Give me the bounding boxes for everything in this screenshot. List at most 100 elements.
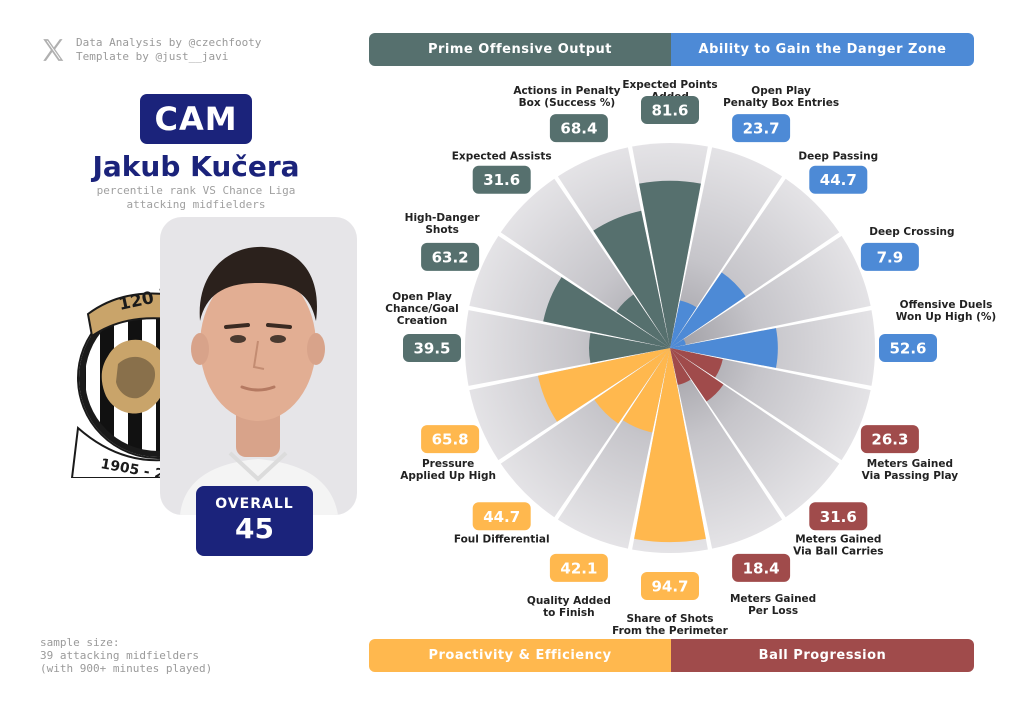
sample-line-1: sample size: xyxy=(40,636,120,649)
value-badge: 44.7 xyxy=(472,502,531,531)
value-badge-bg xyxy=(472,165,531,194)
value-badge-bg xyxy=(732,553,791,582)
overall-label: OVERALL xyxy=(215,496,294,512)
value-badge-bg xyxy=(809,502,868,531)
metric-label: Actions in Penalty Box (Success %) xyxy=(513,85,620,109)
metric-label: Open Play Penalty Box Entries xyxy=(723,85,839,109)
metric-label-line: Meters Gained xyxy=(795,533,881,545)
radar-bar xyxy=(634,348,706,543)
value-text: 31.6 xyxy=(820,508,857,526)
metric-label-line: Chance/Goal xyxy=(385,303,458,315)
value-text: 63.2 xyxy=(432,248,469,266)
metric-label-line: Box (Success %) xyxy=(519,97,616,109)
radar-bar xyxy=(639,180,701,348)
value-badge-bg xyxy=(860,425,919,454)
metric-label: Meters Gained Per Loss xyxy=(730,593,816,617)
radar-bar xyxy=(594,348,670,424)
overall-score-box: OVERALL 45 xyxy=(196,486,313,556)
value-badge-bg xyxy=(421,242,480,271)
value-text: 42.1 xyxy=(560,559,597,577)
metric-label: Meters Gained Via Ball Carries xyxy=(793,533,883,557)
value-badge: 31.6 xyxy=(809,502,868,531)
metric-label-line: Expected Points xyxy=(622,79,717,91)
credit-lines: Data Analysis by @czechfooty Template by… xyxy=(76,36,261,64)
value-text: 39.5 xyxy=(413,340,450,358)
radar-bar xyxy=(622,348,670,433)
radar-bar xyxy=(543,277,670,348)
value-badge: 52.6 xyxy=(879,334,937,362)
metric-label-line: From the Perimeter xyxy=(612,625,729,637)
metric-label-line: Foul Differential xyxy=(454,533,550,545)
x-logo-icon xyxy=(43,39,64,61)
value-text: 81.6 xyxy=(651,102,688,120)
sample-line-3: (with 900+ minutes played) xyxy=(40,662,213,675)
value-badge-bg xyxy=(879,334,937,362)
metric-label: Deep Crossing xyxy=(869,226,954,238)
credit-template: Template by @just__javi xyxy=(76,50,229,63)
group-banner-ball-progression: Ball Progression xyxy=(671,639,974,672)
group-banner-proactivity: Proactivity & Efficiency xyxy=(369,639,671,672)
player-name: Jakub Kučera xyxy=(92,150,300,183)
subtitle-line-2: attacking midfielders xyxy=(126,198,266,211)
metric-label-line: Deep Crossing xyxy=(869,226,954,238)
radar-wedge xyxy=(464,310,670,386)
value-badge: 42.1 xyxy=(549,553,608,582)
metric-label-line: Offensive Duels xyxy=(900,299,993,311)
overall-value: 45 xyxy=(235,512,274,545)
metric-label-line: Expected Assists xyxy=(452,151,552,163)
value-badge: 81.6 xyxy=(641,96,699,124)
metric-label-line: Meters Gained xyxy=(867,458,953,470)
metric-label: Pressure Applied Up High xyxy=(400,458,496,482)
subtitle-line-1: percentile rank VS Chance Liga xyxy=(96,184,296,197)
metric-label: Deep Passing xyxy=(798,151,878,163)
metric-label: Offensive Duels Won Up High (%) xyxy=(896,299,996,323)
value-badge: 26.3 xyxy=(860,425,919,454)
value-badge: 39.5 xyxy=(403,334,461,362)
subtitle: percentile rank VS Chance Liga attacking… xyxy=(60,184,332,212)
radar-bar xyxy=(593,210,670,348)
value-badge: 68.4 xyxy=(549,114,608,143)
metric-label-line: Open Play xyxy=(392,291,452,303)
group-banner-prime: Prime Offensive Output xyxy=(369,33,671,66)
metric-label-line: Won Up High (%) xyxy=(896,311,996,323)
radar-bar xyxy=(670,348,723,378)
player-photo xyxy=(160,217,357,515)
metric-label: Foul Differential xyxy=(454,533,550,545)
value-text: 52.6 xyxy=(889,340,926,358)
radar-wedge xyxy=(670,235,871,348)
value-badge-bg xyxy=(732,114,791,143)
radar-values: 81.6 23.7 44.7 7.9 52.6 26.3 31.6 18.4 94.7 42.1 4… xyxy=(403,96,937,600)
value-text: 23.7 xyxy=(743,120,780,138)
metric-label-line: Share of Shots xyxy=(626,613,713,625)
value-badge: 63.2 xyxy=(421,242,480,271)
value-text: 31.6 xyxy=(483,171,520,189)
metric-label-line: High-Danger xyxy=(405,212,481,224)
value-badge-bg xyxy=(641,96,699,124)
radar-bars xyxy=(537,180,778,543)
radar-wedge xyxy=(670,147,783,348)
radar-bar xyxy=(589,333,670,363)
value-badge-bg xyxy=(809,165,868,194)
radar-bar xyxy=(616,294,670,348)
value-badge: 31.6 xyxy=(472,165,531,194)
value-badge: 94.7 xyxy=(641,572,699,600)
metric-label-line: Deep Passing xyxy=(798,151,878,163)
club-logo-icon: 120 LET 1905 - 2 xyxy=(70,280,168,478)
sample-line-2: 39 attacking midfielders xyxy=(40,649,199,662)
value-text: 7.9 xyxy=(877,248,904,266)
radar-bar xyxy=(670,328,778,368)
radar-bar xyxy=(670,300,697,348)
radar-wedge xyxy=(670,348,783,549)
value-text: 68.4 xyxy=(560,120,597,138)
radar-wedge xyxy=(670,348,871,461)
sample-size-note: sample size: 39 attacking midfielders (w… xyxy=(40,636,212,675)
value-badge-bg xyxy=(403,334,461,362)
metric-label-line: Meters Gained xyxy=(730,593,816,605)
value-text: 44.7 xyxy=(820,171,857,189)
metric-label-line: Creation xyxy=(397,315,447,327)
metric-label-line: Pressure xyxy=(422,458,474,470)
metric-label: Open Play Chance/Goal Creation xyxy=(385,291,458,327)
radar-bar xyxy=(670,339,686,348)
value-badge-bg xyxy=(472,502,531,531)
radar-bar xyxy=(670,348,691,385)
